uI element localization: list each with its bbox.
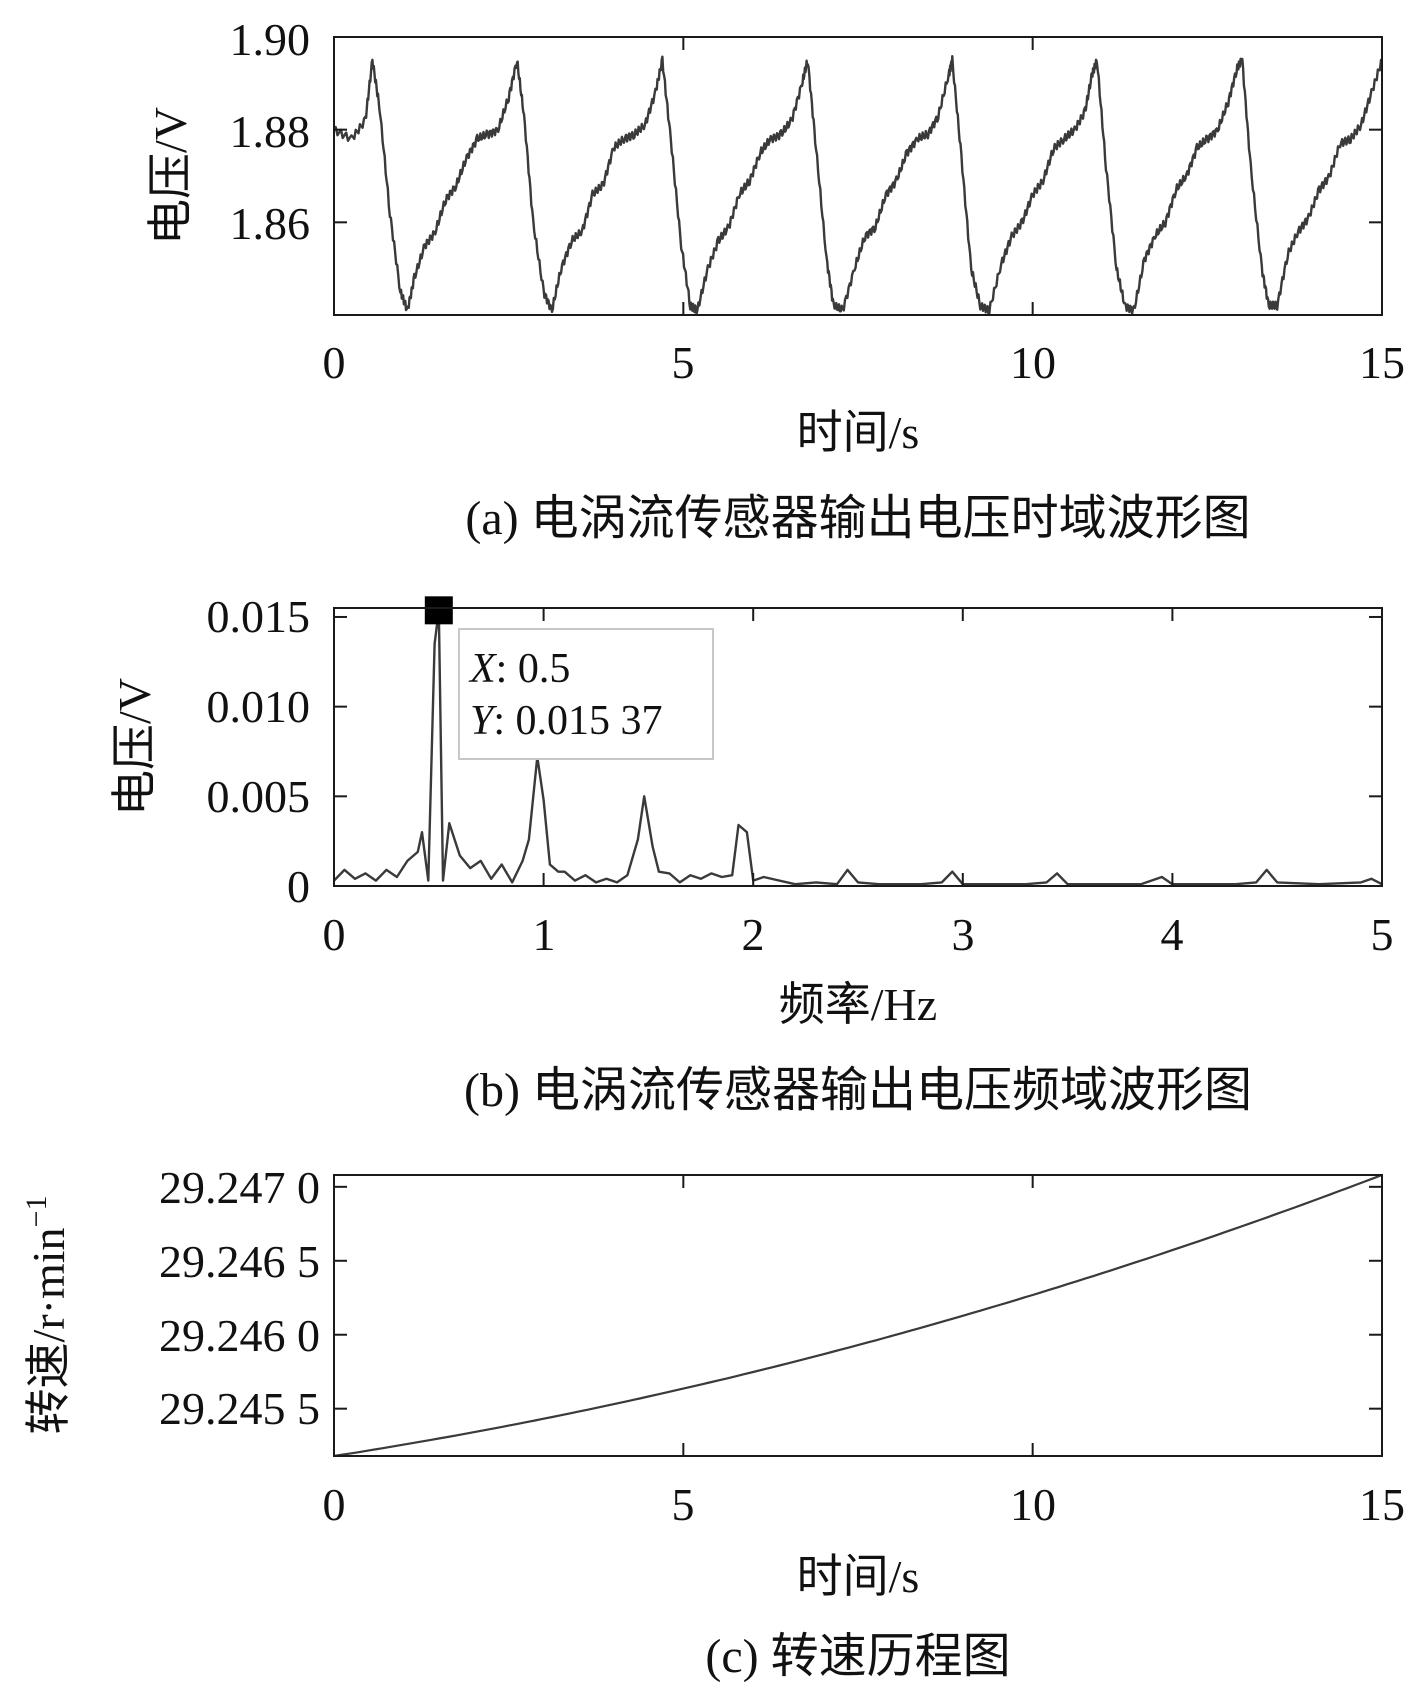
- datatip-marker[interactable]: [424, 596, 453, 625]
- panel-c-caption: (c) 转速历程图: [705, 1630, 1010, 1683]
- datatip-y-text: Y: 0.015 37: [470, 698, 663, 744]
- panel-b-xtick-label: 4: [1161, 909, 1184, 960]
- datatip-x-value: : 0.5: [496, 646, 571, 692]
- panel-c: 29.245 5 29.246 0 29.246 5 29.247 0 0 5 …: [20, 1162, 1405, 1683]
- voltage-spectrum-series-line: [333, 609, 1383, 886]
- panel-b-xtick-label: 0: [323, 909, 346, 960]
- datatip[interactable]: X: 0.5 Y: 0.015 37: [458, 628, 714, 760]
- panel-b-xlabel: 频率/Hz: [779, 979, 937, 1030]
- datatip-x-text: X: 0.5: [468, 646, 570, 692]
- panel-b-caption: (b) 电涡流传感器输出电压频域波形图: [464, 1064, 1252, 1117]
- panel-a-ticks: [333, 36, 1383, 315]
- panel-c-xtick-label: 10: [1010, 1479, 1056, 1530]
- panel-b-ytick-label: 0.005: [207, 771, 311, 822]
- panel-c-ticks: [333, 1175, 1383, 1456]
- panel-a-ytick-label: 1.90: [230, 14, 311, 65]
- panel-a-ytick-label: 1.88: [230, 106, 311, 157]
- panel-b-xtick-label: 3: [952, 909, 975, 960]
- panel-b-xtick-label: 1: [533, 909, 556, 960]
- panel-c-ylabel-main: 转速/r·min: [23, 1227, 74, 1434]
- voltage-time-series-line: [332, 55, 1383, 315]
- panel-c-ylabel-sup: −1: [20, 1196, 53, 1228]
- panel-b-series: [333, 596, 1383, 886]
- panel-b-ytick-label: 0.010: [207, 681, 311, 732]
- panel-c-ytick-label: 29.246 0: [159, 1310, 320, 1361]
- panel-b: 0 0.005 0.010 0.015 0 1 2 3 4 5 电压/V 频率/…: [109, 591, 1394, 1117]
- panel-c-plot-frame: [333, 1174, 1383, 1457]
- panel-c-xtick-label: 0: [323, 1479, 346, 1530]
- panel-b-xtick-label: 2: [742, 909, 765, 960]
- panel-c-ytick-label: 29.247 0: [159, 1162, 320, 1213]
- panel-a-ylabel: 电压/V: [145, 107, 196, 245]
- panel-c-ylabel: 转速/r·min−1: [20, 1196, 74, 1435]
- panel-c-ytick-label: 29.245 5: [159, 1383, 320, 1434]
- panel-a-xlabel: 时间/s: [797, 407, 920, 458]
- panel-c-xlabel: 时间/s: [797, 1551, 920, 1602]
- panel-b-ytick-label: 0.015: [207, 591, 311, 642]
- panel-a-series: [332, 55, 1383, 315]
- panel-b-ytick-label: 0: [287, 861, 310, 912]
- panel-a-caption: (a) 电涡流传感器输出电压时域波形图: [465, 492, 1250, 545]
- datatip-y-label: Y: [470, 698, 498, 744]
- panel-b-ticks: [333, 608, 1383, 887]
- panel-b-ylabel: 电压/V: [109, 678, 160, 816]
- panel-b-xtick-label: 5: [1371, 909, 1394, 960]
- panel-b-plot-frame: [333, 607, 1383, 887]
- panel-a-xtick-label: 10: [1010, 337, 1056, 388]
- panel-a-plot-frame: [333, 36, 1383, 316]
- panel-c-xtick-label: 5: [672, 1479, 695, 1530]
- panel-a: 1.86 1.88 1.90 0 5 10 15 电压/V 时间/s (a) 电…: [145, 14, 1405, 545]
- panel-c-ytick-label: 29.246 5: [159, 1236, 320, 1287]
- panel-a-xtick-label: 15: [1359, 337, 1405, 388]
- speed-series-line: [333, 1173, 1383, 1458]
- datatip-y-value: : 0.015 37: [493, 698, 662, 744]
- datatip-box: [458, 628, 714, 760]
- panel-a-xtick-label: 0: [323, 337, 346, 388]
- panel-a-ytick-label: 1.86: [230, 198, 311, 249]
- panel-c-xtick-label: 15: [1359, 1479, 1405, 1530]
- panel-a-xtick-label: 5: [672, 337, 695, 388]
- datatip-x-label: X: [468, 646, 498, 692]
- panel-c-series: [333, 1173, 1383, 1458]
